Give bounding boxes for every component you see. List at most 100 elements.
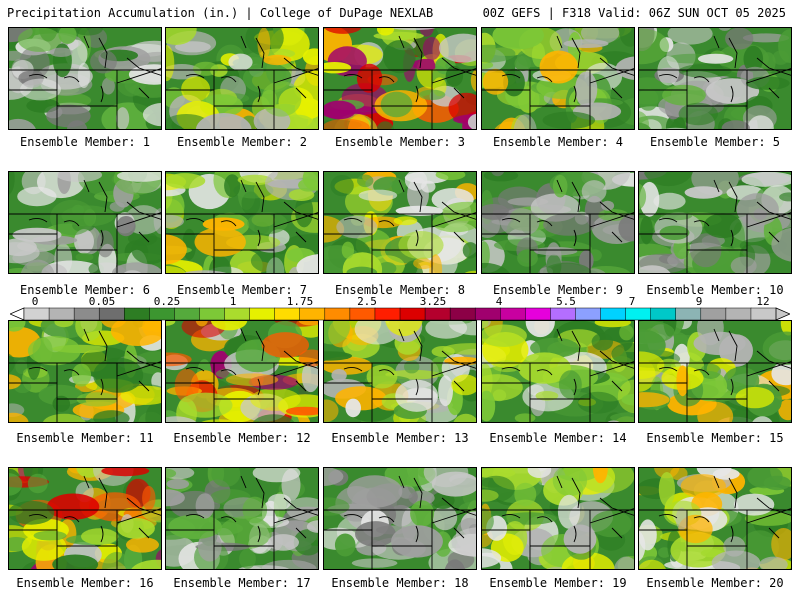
colorbar-swatch [725,307,752,321]
ensemble-member-panel [323,171,477,274]
ensemble-member-label: Ensemble Member: 20 [646,576,784,590]
ensemble-member-label: Ensemble Member: 4 [492,135,624,149]
precip-field-map [9,468,161,569]
ensemble-member-label: Ensemble Member: 9 [492,283,624,297]
colorbar-swatch [750,307,777,321]
ensemble-member-panel [165,27,319,130]
ensemble-member-label: Ensemble Member: 5 [649,135,781,149]
colorbar-swatch [124,307,150,321]
precip-field-map [9,28,161,129]
colorbar [10,307,790,321]
precip-field-map [639,468,791,569]
ensemble-member-panel [481,171,635,274]
ensemble-member-panel [638,467,792,570]
colorbar-tick-label: 0 [31,295,39,308]
ensemble-member-label: Ensemble Member: 6 [19,283,151,297]
colorbar-swatch [675,307,702,321]
ensemble-member-panel [8,320,162,423]
colorbar-tick-label: 12 [756,295,770,308]
colorbar-swatch [249,307,276,321]
ensemble-member-panel [638,171,792,274]
ensemble-member-panel [165,171,319,274]
colorbar-swatch [73,307,100,321]
ensemble-member-label: Ensemble Member: 15 [646,431,784,445]
valid-time-label: 00Z GEFS | F318 Valid: 06Z SUN OCT 05 20… [482,6,786,20]
ensemble-member-panel [165,467,319,570]
ensemble-member-panel [8,171,162,274]
colorbar-swatch [550,307,577,321]
colorbar-tick-label: 3.25 [419,295,447,308]
colorbar-swatch [625,307,652,321]
colorbar-tick-label: 5.5 [556,295,576,308]
ensemble-member-label: Ensemble Member: 2 [176,135,308,149]
precip-field-map [9,172,161,273]
ensemble-member-label: Ensemble Member: 3 [334,135,466,149]
precip-field-map [166,468,318,569]
ensemble-member-panel [323,467,477,570]
precip-field-map [324,321,476,422]
colorbar-swatch [23,307,50,321]
colorbar-swatch [700,307,727,321]
colorbar-swatch [48,307,75,321]
colorbar-min-arrow [10,307,25,321]
precip-field-map [639,172,791,273]
colorbar-swatch [174,307,201,321]
colorbar-swatch [374,307,401,321]
colorbar-tick-label: 0.25 [153,295,181,308]
ensemble-member-panel [8,467,162,570]
precip-field-map [166,172,318,273]
colorbar-tick-label: 2.5 [357,295,377,308]
precip-field-map [639,28,791,129]
precip-field-map [482,468,634,569]
ensemble-member-panel [8,27,162,130]
page-title: Precipitation Accumulation (in.) | Colle… [7,6,434,20]
colorbar-tick-label: 1 [229,295,237,308]
ensemble-member-label: Ensemble Member: 12 [173,431,311,445]
colorbar-swatch [424,307,451,321]
colorbar-swatch [274,307,301,321]
colorbar-swatch [149,307,175,321]
colorbar-swatch [474,307,501,321]
ensemble-member-panel [638,27,792,130]
colorbar-swatch [500,307,526,321]
colorbar-tick-label: 0.05 [88,295,116,308]
colorbar-swatch [525,307,551,321]
colorbar-tick-label: 9 [695,295,703,308]
precip-field-map [482,28,634,129]
colorbar-tick-label: 1.75 [286,295,314,308]
colorbar-swatch [575,307,602,321]
ensemble-member-label: Ensemble Member: 17 [173,576,311,590]
ensemble-member-panel [323,320,477,423]
ensemble-member-label: Ensemble Member: 13 [331,431,469,445]
ensemble-member-panel [638,320,792,423]
colorbar-swatch [349,307,376,321]
ensemble-member-label: Ensemble Member: 19 [489,576,627,590]
colorbar-swatch [199,307,226,321]
precip-field-map [166,28,318,129]
ensemble-member-panel [481,27,635,130]
precip-field-map [324,28,476,129]
ensemble-member-panel [481,467,635,570]
precip-field-map [9,321,161,422]
colorbar-swatch [650,307,677,321]
colorbar-swatch [224,307,251,321]
ensemble-member-label: Ensemble Member: 10 [646,283,784,297]
colorbar-max-arrow [775,307,790,321]
ensemble-member-label: Ensemble Member: 11 [16,431,154,445]
ensemble-member-panel [481,320,635,423]
ensemble-member-label: Ensemble Member: 14 [489,431,627,445]
precip-field-map [482,321,634,422]
ensemble-member-label: Ensemble Member: 1 [19,135,151,149]
precip-field-map [482,172,634,273]
precip-field-map [639,321,791,422]
precip-field-map [166,321,318,422]
colorbar-swatch [299,307,326,321]
colorbar-tick-label: 7 [628,295,636,308]
ensemble-member-label: Ensemble Member: 16 [16,576,154,590]
precip-field-map [324,172,476,273]
ensemble-member-panel [165,320,319,423]
ensemble-member-label: Ensemble Member: 18 [331,576,469,590]
colorbar-tick-label: 4 [495,295,503,308]
colorbar-swatch [449,307,476,321]
ensemble-member-label: Ensemble Member: 8 [334,283,466,297]
